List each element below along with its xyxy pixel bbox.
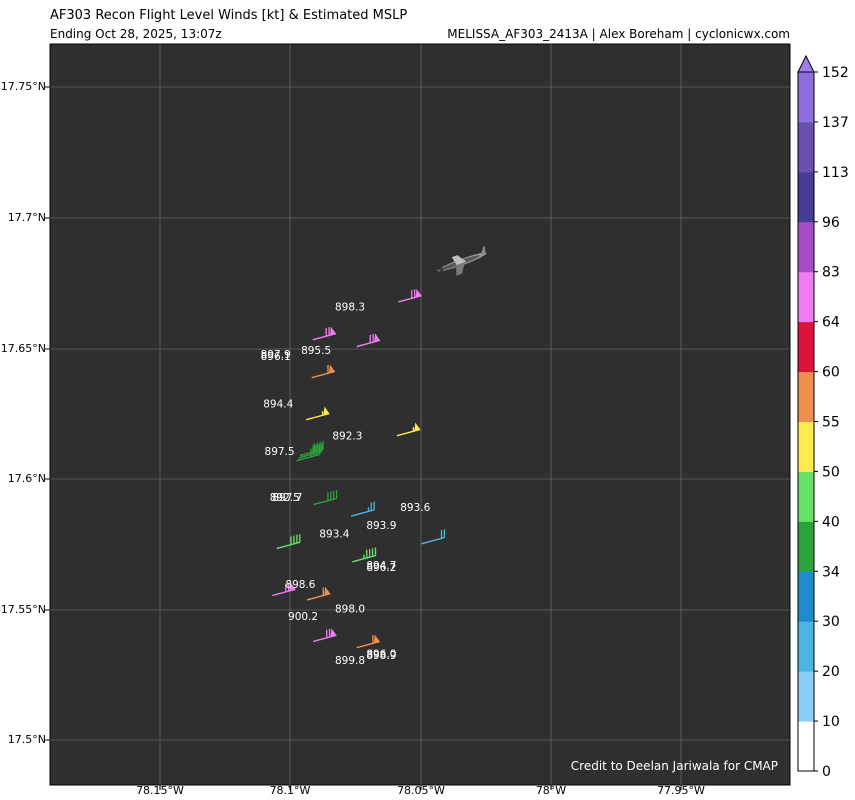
gridlines (50, 44, 790, 785)
colorbar-label: 55 (822, 415, 840, 431)
colorbar-segment (798, 121, 814, 173)
colorbar-label: 34 (822, 564, 840, 580)
map-frame (49, 43, 791, 786)
pressure-label: 894.7 (366, 560, 396, 572)
colorbar-label: 0 (822, 764, 831, 780)
colorbar-segment (798, 171, 814, 223)
lat-tick-17-55: 17.55°N (0, 603, 46, 616)
chart-timestamp: Ending Oct 28, 2025, 13:07z (50, 27, 222, 41)
wind-barb (356, 333, 381, 348)
lon-tick-78: 78°W (535, 784, 567, 797)
wind-barb (311, 364, 336, 379)
wind-speed-colorbar: 0 10 20 30 34 40 50 55 60 64 83 96 113 137 152 (797, 54, 849, 780)
wind-barb (421, 529, 446, 545)
colorbar-label: 30 (822, 614, 840, 630)
pressure-label: 897.7 (272, 492, 302, 504)
pressure-label: 897.5 (265, 446, 295, 458)
wind-barb (396, 422, 421, 437)
colorbar-label: 40 (822, 514, 840, 530)
colorbar-segment (798, 471, 814, 522)
colorbar-segment (798, 571, 814, 622)
pressure-label: 898.6 (285, 579, 315, 591)
pressure-label: 896.0 (366, 648, 396, 660)
colorbar-segment (798, 371, 814, 422)
colorbar-label: 137 (822, 115, 849, 131)
lon-tick-78-15: 78.15°W (136, 784, 184, 797)
pressure-label: 898.0 (335, 604, 365, 616)
pressure-label: 895.5 (301, 345, 331, 357)
colorbar-segment (798, 421, 814, 472)
colorbar-segment (798, 721, 814, 772)
tick-marks (45, 86, 682, 790)
lat-tick-17-65: 17.65°N (0, 342, 46, 355)
colorbar-label: 50 (822, 464, 840, 480)
wind-barb (306, 586, 331, 601)
pressure-label: 898.3 (335, 301, 365, 313)
colorbar-label: 96 (822, 215, 840, 231)
pressure-label: 893.6 (400, 502, 430, 514)
pressure-label: 894.4 (263, 398, 293, 410)
aircraft-icon (437, 246, 487, 276)
colorbar-label: 20 (822, 664, 840, 680)
lon-tick-78-05: 78.05°W (397, 784, 445, 797)
colorbar-label: 113 (822, 165, 849, 181)
colorbar-segment (798, 671, 814, 722)
pressure-label: 896.1 (261, 351, 291, 363)
lat-tick-17-75: 17.75°N (0, 80, 46, 93)
wind-barb (350, 501, 375, 517)
wind-barbs (272, 288, 446, 649)
lat-tick-17-6: 17.6°N (7, 472, 46, 485)
pressure-label: 893.4 (319, 529, 349, 541)
pressure-label: 899.8 (335, 655, 365, 667)
colorbar-label: 64 (822, 315, 840, 331)
wind-barb (313, 628, 337, 643)
colorbar-segment (798, 521, 814, 572)
lat-tick-17-7: 17.7°N (7, 211, 46, 224)
wind-barb (312, 326, 337, 341)
colorbar-segment (798, 621, 814, 672)
wind-barb (356, 634, 380, 649)
lon-tick-77-95: 77.95°W (657, 784, 705, 797)
chart-attribution: MELISSA_AF303_2413A | Alex Boreham | cyc… (447, 27, 790, 41)
colorbar-label: 152 (822, 65, 849, 81)
pressure-label: 900.2 (288, 611, 318, 623)
pressure-label: 892.5 (270, 492, 300, 504)
colorbar-label: 10 (822, 714, 840, 730)
lat-tick-17-5: 17.5°N (7, 733, 46, 746)
pressure-label: 896.2 (366, 562, 396, 574)
map-credit: Credit to Deelan Jariwala for CMAP (571, 759, 778, 773)
pressure-label: 892.3 (332, 430, 362, 442)
colorbar-extend-arrow (797, 54, 815, 73)
wind-barb (298, 443, 323, 459)
colorbar-segment (798, 271, 814, 323)
wind-barb (398, 288, 422, 303)
wind-barb (272, 582, 296, 597)
pressure-label: 897.9 (261, 349, 291, 361)
colorbar-segment (798, 221, 814, 273)
pressure-label: 898.9 (366, 650, 396, 662)
colorbar-segment (798, 72, 814, 123)
colorbar-segment (798, 321, 814, 373)
lon-tick-78-1: 78.1°W (269, 784, 311, 797)
chart-title: AF303 Recon Flight Level Winds [kt] & Es… (50, 8, 408, 23)
wind-barb (306, 406, 330, 421)
wind-barb (276, 534, 301, 550)
pressure-label: 893.9 (366, 520, 396, 532)
wind-barb (352, 547, 377, 563)
wind-barb (296, 446, 321, 462)
colorbar-label: 60 (822, 365, 840, 381)
colorbar-label: 83 (822, 265, 840, 281)
wind-barb (313, 490, 338, 506)
